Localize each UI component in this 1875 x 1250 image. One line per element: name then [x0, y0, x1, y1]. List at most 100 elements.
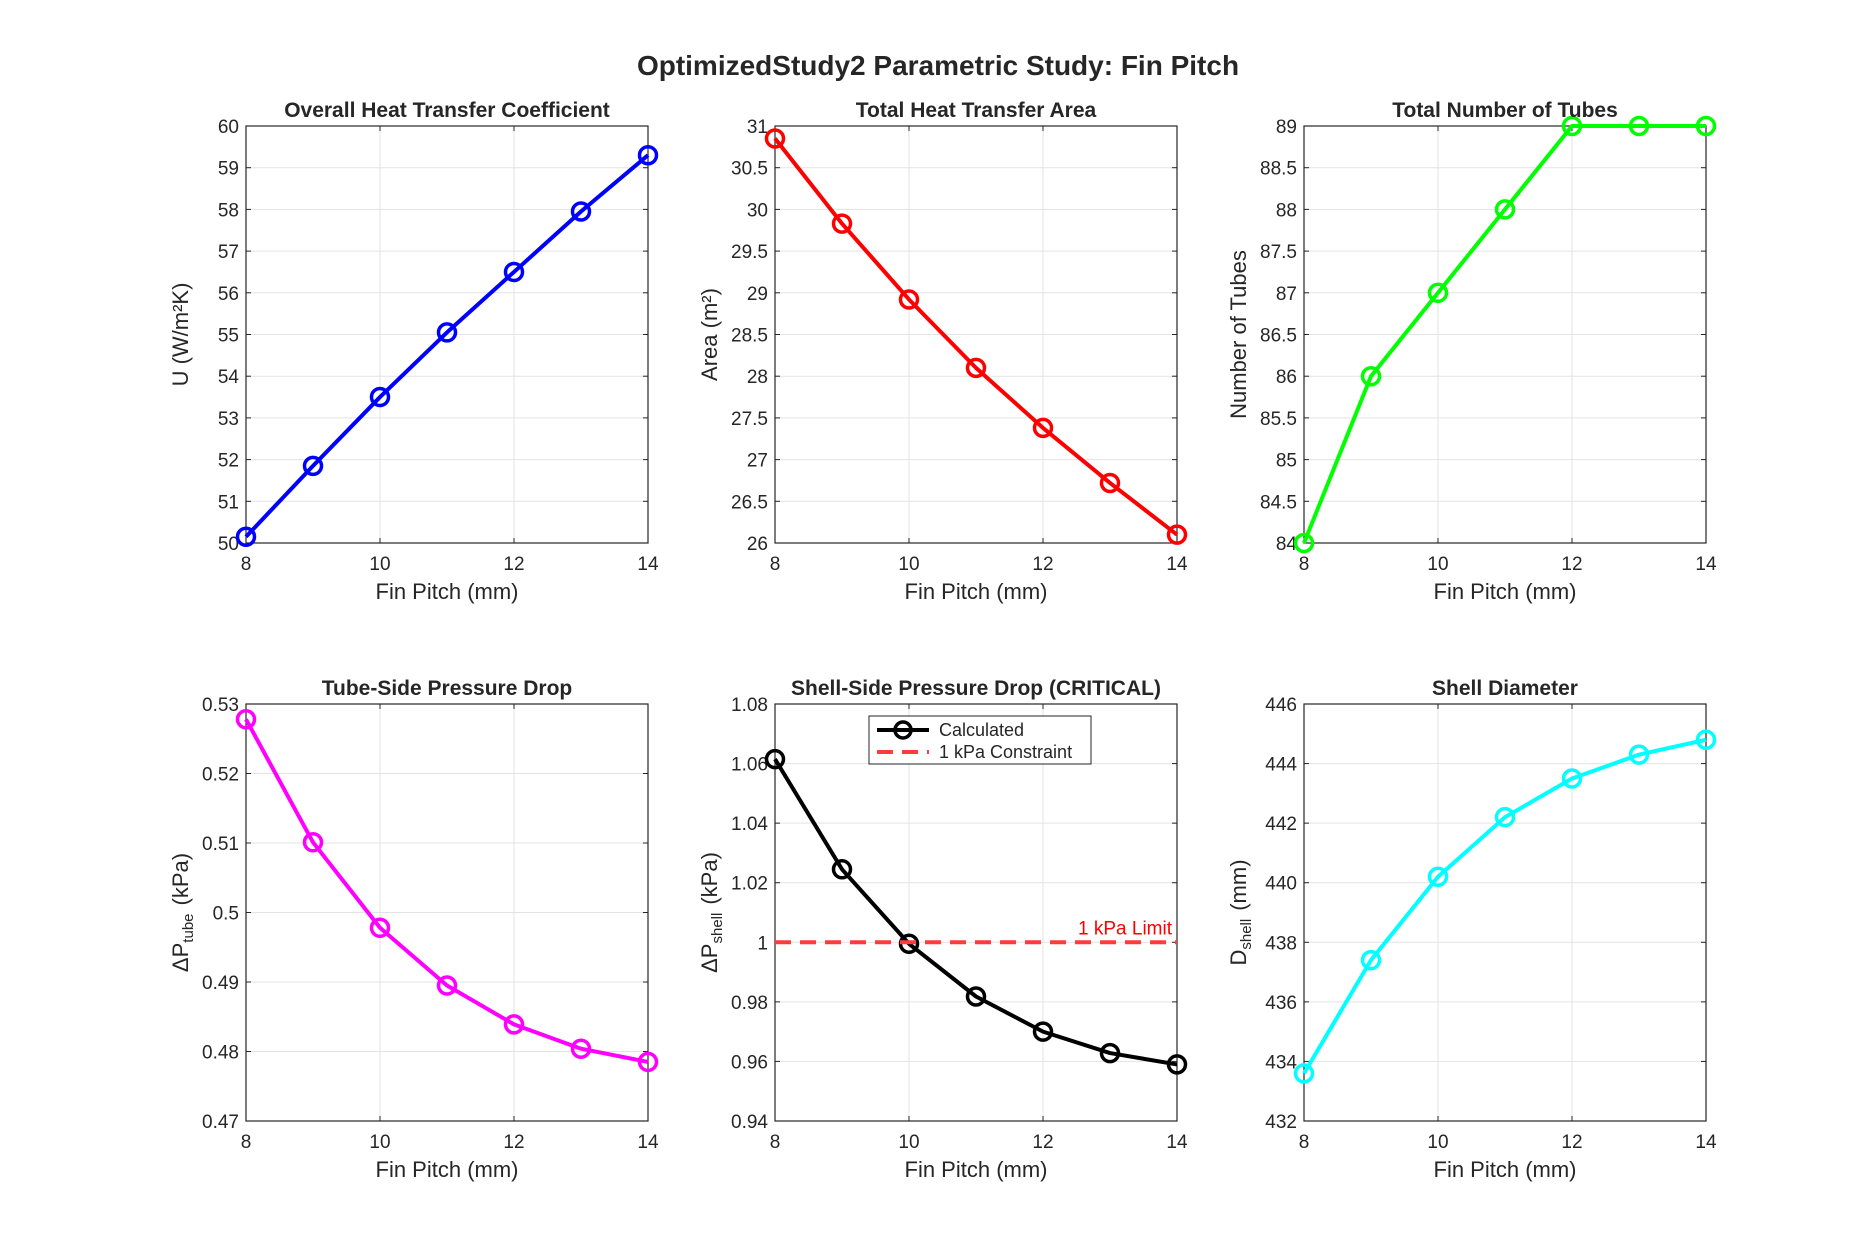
- number-of-tubes-ytick-label: 86.5: [1260, 326, 1297, 347]
- u-coefficient-ytick-label: 50: [218, 534, 239, 555]
- u-coefficient-xtick-label: 12: [503, 554, 524, 575]
- heat-transfer-area-data-point: [898, 289, 920, 310]
- shell-pressure-drop-legend-label: Calculated: [939, 720, 1024, 740]
- heat-transfer-area-xtick-label: 8: [770, 554, 781, 575]
- number-of-tubes-xtick-label: 14: [1695, 554, 1717, 575]
- u-coefficient-xlabel: Fin Pitch (mm): [376, 579, 519, 604]
- heat-transfer-area-ytick-label: 26: [747, 534, 768, 555]
- heat-transfer-area-xtick-label: 10: [898, 554, 919, 575]
- heat-transfer-area-panel: 26 26.5 27 27.5 28 28.5 29 29.5 30 30.5 31 8 10 12 14 T…: [697, 99, 1188, 604]
- tube-pressure-drop-series-line-0: [244, 718, 649, 1064]
- shell-diameter-ytick-label: 444: [1265, 755, 1297, 776]
- u-coefficient-data-point: [637, 144, 659, 166]
- shell-diameter-data-point: [1628, 744, 1650, 765]
- number-of-tubes-panel: 84 84.5 85 85.5 86 86.5 87 87.5 88 88.5 89 8 10 12 14 T…: [1226, 99, 1717, 604]
- shell-pressure-drop-xlabel: Fin Pitch (mm): [905, 1157, 1048, 1182]
- number-of-tubes-ytick-label: 84: [1276, 534, 1298, 555]
- u-coefficient-ytick-label: 59: [218, 159, 239, 180]
- heat-transfer-area-xlabel: Fin Pitch (mm): [905, 579, 1048, 604]
- u-coefficient-data-point: [369, 386, 391, 408]
- subplot-grid: 50 51 52 53 54 55 56 57 58 59 60 8 10 12 14 Overall Hea…: [168, 99, 1717, 1182]
- heat-transfer-area-ytick-label: 28.5: [731, 326, 768, 347]
- number-of-tubes-series-line-0: [1302, 124, 1706, 544]
- u-coefficient-ytick-label: 58: [218, 200, 239, 221]
- heat-transfer-area-series-line-0: [773, 137, 1179, 537]
- shell-pressure-drop-data-point: [1032, 1021, 1054, 1042]
- u-coefficient-ytick-label: 57: [218, 242, 239, 263]
- shell-pressure-drop-annotation: 1 kPa Limit: [1078, 918, 1173, 939]
- shell-diameter-xlabel: Fin Pitch (mm): [1434, 1157, 1577, 1182]
- shell-diameter-ytick-label: 434: [1265, 1052, 1297, 1073]
- number-of-tubes-xtick-label: 12: [1561, 554, 1582, 575]
- tube-pressure-drop-data-point: [302, 832, 324, 853]
- heat-transfer-area-ytick-label: 28: [747, 367, 768, 388]
- heat-transfer-area-data-point: [1032, 417, 1054, 439]
- shell-pressure-drop-legend-marker: [893, 720, 913, 740]
- shell-pressure-drop-ytick-label: 1.06: [731, 755, 768, 776]
- shell-diameter-data-point: [1427, 866, 1449, 888]
- heat-transfer-area-ytick-label: 30.5: [731, 159, 768, 180]
- shell-diameter-panel: 432 434 436 438 440 442 444 446 8 10 12 14 Shell Dia…: [1226, 677, 1717, 1182]
- shell-pressure-drop-ytick-label: 1.08: [731, 695, 768, 716]
- number-of-tubes-ytick-label: 88.5: [1260, 159, 1297, 180]
- number-of-tubes-data-point: [1695, 115, 1717, 137]
- shell-pressure-drop-data-point: [831, 859, 853, 880]
- tube-pressure-drop-ytick-label: 0.53: [202, 695, 239, 716]
- number-of-tubes-ytick-label: 85.5: [1260, 409, 1297, 430]
- shell-diameter-data-point: [1561, 768, 1583, 789]
- shell-pressure-drop-data-point: [1099, 1042, 1121, 1064]
- shell-diameter-ytick-label: 440: [1265, 874, 1297, 895]
- u-coefficient-data-point: [503, 261, 525, 283]
- u-coefficient-xtick-label: 8: [241, 554, 252, 575]
- tube-pressure-drop-ytick-label: 0.52: [202, 765, 239, 786]
- shell-pressure-drop-ylabel: ΔPshell(kPa): [697, 852, 726, 973]
- heat-transfer-area-ytick-label: 26.5: [731, 492, 768, 513]
- tube-pressure-drop-data-point: [637, 1051, 659, 1073]
- shell-diameter-ytick-label: 436: [1265, 993, 1297, 1014]
- tube-pressure-drop-ytick-label: 0.47: [202, 1112, 239, 1133]
- number-of-tubes-ytick-label: 87: [1276, 284, 1297, 305]
- shell-pressure-drop-ytick-label: 1: [757, 933, 768, 954]
- number-of-tubes-ytick-label: 84.5: [1260, 492, 1297, 513]
- u-coefficient-panel: 50 51 52 53 54 55 56 57 58 59 60 8 10 12 14 Overall Hea…: [168, 99, 659, 604]
- figure-title: OptimizedStudy2 Parametric Study: Fin Pi…: [637, 50, 1239, 81]
- number-of-tubes-xtick-label: 10: [1427, 554, 1448, 575]
- shell-pressure-drop-axes-box: [774, 703, 1178, 1122]
- u-coefficient-data-point: [436, 322, 458, 343]
- tube-pressure-drop-panel: 0.47 0.48 0.49 0.5 0.51 0.52 0.53 8 10 12 14 Tube-S…: [168, 677, 659, 1182]
- tube-pressure-drop-xtick-label: 14: [637, 1132, 659, 1153]
- tube-pressure-drop-ytick-label: 0.48: [202, 1043, 239, 1064]
- shell-pressure-drop-xtick-label: 14: [1166, 1132, 1188, 1153]
- tube-pressure-drop-ytick-label: 0.49: [202, 973, 239, 994]
- number-of-tubes-ytick-label: 88: [1276, 200, 1297, 221]
- shell-diameter-series-line-0: [1302, 737, 1707, 1075]
- shell-diameter-data-point: [1360, 949, 1382, 971]
- number-of-tubes-axes-box: [1303, 125, 1707, 544]
- shell-diameter-xtick-label: 14: [1695, 1132, 1717, 1153]
- shell-diameter-axes-box: [1303, 703, 1707, 1122]
- shell-diameter-xtick-label: 12: [1561, 1132, 1582, 1153]
- shell-diameter-axes-area: [1304, 704, 1706, 1121]
- heat-transfer-area-xtick-label: 14: [1166, 554, 1188, 575]
- u-coefficient-ylabel: U (W/m²K): [168, 283, 193, 387]
- heat-transfer-area-ytick-label: 27.5: [731, 409, 768, 430]
- tube-pressure-drop-axes-box: [245, 703, 649, 1122]
- heat-transfer-area-xtick-label: 12: [1032, 554, 1053, 575]
- u-coefficient-ytick-label: 54: [218, 367, 240, 388]
- number-of-tubes-data-point: [1628, 115, 1650, 137]
- u-coefficient-data-point: [302, 455, 324, 477]
- u-coefficient-data-point: [235, 526, 257, 547]
- shell-diameter-ylabel: Dshell(mm): [1226, 859, 1255, 965]
- number-of-tubes-data-point: [1360, 365, 1382, 387]
- tube-pressure-drop-data-point: [369, 917, 391, 939]
- shell-pressure-drop-legend-label: 1 kPa Constraint: [939, 742, 1072, 762]
- u-coefficient-xtick-label: 14: [637, 554, 659, 575]
- shell-diameter-data-point: [1494, 806, 1516, 828]
- heat-transfer-area-ytick-label: 30: [747, 200, 768, 221]
- heat-transfer-area-ylabel: Area (m²): [697, 288, 722, 381]
- shell-diameter-title: Shell Diameter: [1432, 677, 1578, 700]
- number-of-tubes-ytick-label: 87.5: [1260, 242, 1297, 263]
- shell-pressure-drop-ytick-label: 1.04: [731, 814, 768, 835]
- shell-pressure-drop-xtick-label: 10: [898, 1132, 919, 1153]
